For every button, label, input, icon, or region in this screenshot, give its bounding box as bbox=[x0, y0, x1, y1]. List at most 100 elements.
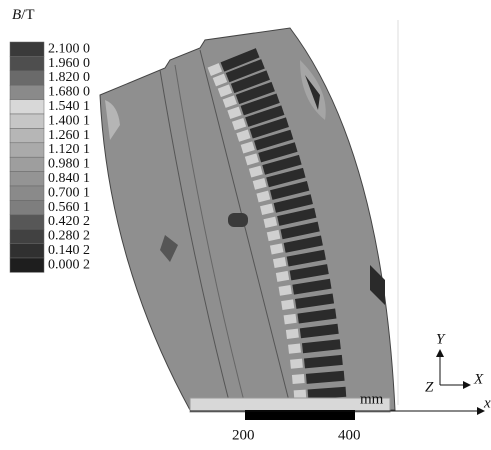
flux-region bbox=[228, 213, 248, 227]
legend-label: 1.820 0 bbox=[48, 70, 90, 85]
legend-label: 0.140 2 bbox=[48, 243, 90, 258]
legend-swatch bbox=[9, 156, 45, 172]
tooth bbox=[288, 339, 341, 354]
tooth bbox=[260, 194, 313, 216]
tooth bbox=[269, 235, 323, 255]
tooth-dark bbox=[299, 323, 339, 339]
legend-swatch bbox=[9, 142, 45, 158]
tooth-dark bbox=[292, 278, 332, 295]
legend-swatch bbox=[9, 228, 45, 244]
tooth-dark bbox=[307, 386, 347, 400]
tooth bbox=[227, 93, 280, 120]
tooth-dark bbox=[283, 235, 323, 253]
tooth bbox=[293, 386, 347, 400]
tooth-light bbox=[269, 243, 284, 255]
tooth-dark bbox=[230, 70, 270, 94]
legend-label: 2.100 0 bbox=[48, 41, 90, 56]
tooth bbox=[252, 167, 306, 190]
legend-label: 1.120 1 bbox=[48, 142, 90, 157]
tooth-dark bbox=[289, 264, 329, 281]
legend-swatch bbox=[9, 70, 45, 86]
tooth-light bbox=[263, 216, 278, 228]
legend: 2.100 01.960 01.820 01.680 01.540 11.400… bbox=[9, 41, 90, 273]
tooth bbox=[240, 129, 294, 154]
scale-bar-segment bbox=[245, 410, 355, 420]
legend-swatch bbox=[9, 41, 45, 57]
tooth-light bbox=[283, 313, 297, 325]
legend-swatch bbox=[9, 243, 45, 259]
tooth-dark bbox=[277, 207, 317, 226]
tooth-light bbox=[236, 129, 251, 142]
tooth bbox=[217, 70, 270, 98]
tooth bbox=[266, 221, 320, 242]
legend-label: 0.840 1 bbox=[48, 171, 90, 186]
legend-title: B/T bbox=[12, 7, 35, 23]
legend-label: 0.700 1 bbox=[48, 185, 90, 200]
tooth-dark bbox=[258, 142, 298, 163]
boundary bbox=[159, 69, 231, 406]
tooth-light bbox=[256, 190, 271, 203]
flux-region bbox=[305, 75, 320, 110]
tooth-light bbox=[240, 141, 255, 154]
tooth-dark bbox=[295, 293, 335, 309]
tooth-light bbox=[212, 73, 228, 87]
tooth-light bbox=[227, 106, 242, 120]
scale-label: 400 bbox=[338, 427, 361, 443]
tooth-light bbox=[222, 95, 237, 108]
tooth bbox=[244, 142, 298, 166]
legend-swatch bbox=[9, 200, 45, 216]
triad-label: Y bbox=[436, 331, 446, 347]
tooth-light bbox=[266, 229, 281, 242]
flux-region bbox=[370, 265, 385, 305]
tooth-light bbox=[272, 257, 287, 269]
legend-swatch bbox=[9, 214, 45, 230]
scale-unit: mm bbox=[360, 391, 384, 407]
tooth-light bbox=[260, 203, 274, 216]
tooth-dark bbox=[273, 194, 313, 213]
tooth-dark bbox=[249, 117, 289, 139]
tooth bbox=[278, 278, 332, 296]
tooth-light bbox=[288, 343, 301, 354]
tooth-light bbox=[278, 285, 292, 296]
tooth bbox=[207, 48, 260, 76]
legend-label: 0.420 2 bbox=[48, 214, 90, 229]
tooth-light bbox=[231, 117, 247, 131]
tooth bbox=[275, 264, 329, 282]
triad-label: Z bbox=[425, 379, 434, 395]
legend-symbol: B bbox=[12, 7, 21, 23]
tooth-light bbox=[275, 270, 290, 282]
legend-swatch bbox=[9, 257, 45, 273]
tooth-light bbox=[290, 358, 303, 369]
tooth bbox=[256, 180, 310, 203]
legend-label: 0.000 2 bbox=[48, 257, 90, 272]
scale-label: 200 bbox=[232, 427, 255, 443]
tooth-dark bbox=[240, 93, 280, 116]
tooth bbox=[212, 59, 265, 87]
tooth-light bbox=[207, 63, 223, 76]
tooth-dark bbox=[270, 180, 310, 200]
legend-label: 0.280 2 bbox=[48, 229, 90, 244]
tooth-dark bbox=[286, 249, 326, 267]
legend-swatch bbox=[9, 171, 45, 187]
tooth-light bbox=[248, 165, 263, 178]
flux-region bbox=[160, 235, 178, 262]
tooth-light bbox=[293, 389, 307, 400]
boundary bbox=[174, 64, 246, 406]
tooth-dark bbox=[245, 105, 285, 127]
tooth-light bbox=[217, 84, 233, 98]
legend-swatch bbox=[9, 113, 45, 129]
tooth bbox=[263, 207, 317, 228]
tooth-dark bbox=[304, 354, 343, 369]
teeth bbox=[207, 48, 347, 400]
tooth-light bbox=[281, 299, 295, 310]
axis-label: x bbox=[483, 395, 491, 411]
legend-label: 1.400 1 bbox=[48, 113, 90, 128]
tooth-dark bbox=[235, 81, 275, 105]
tooth-dark bbox=[225, 59, 265, 83]
tooth-light bbox=[244, 153, 259, 166]
air-gap bbox=[199, 49, 291, 406]
tooth bbox=[285, 323, 339, 339]
legend-label: 0.980 1 bbox=[48, 157, 90, 172]
tooth bbox=[291, 370, 345, 384]
